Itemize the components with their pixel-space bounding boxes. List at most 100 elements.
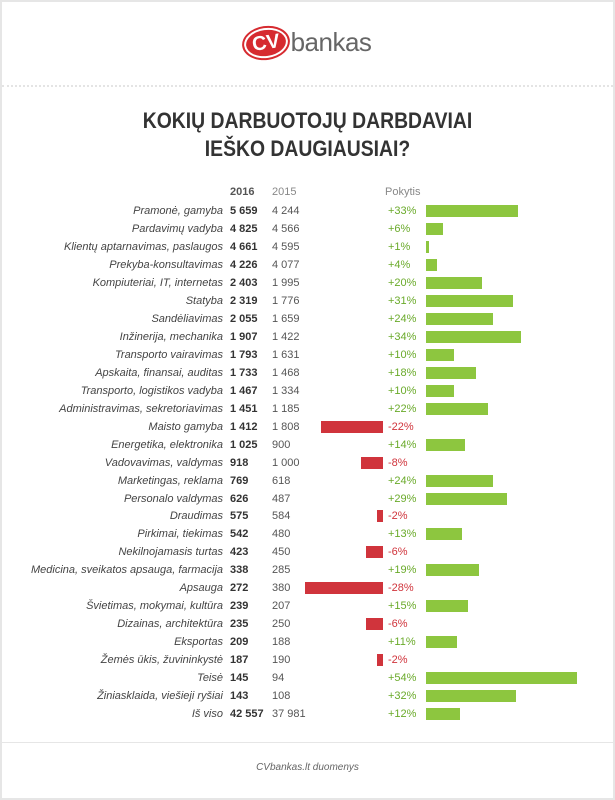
change-bar (321, 420, 383, 433)
change-label: +4% (388, 258, 411, 271)
table-row: Pardavimų vadyba 4 825 4 566 +6% (0, 220, 615, 238)
change-bar (426, 384, 454, 397)
change-label: -8% (388, 456, 408, 469)
row-label: Prekyba-konsultavimas (109, 258, 223, 271)
row-label: Statyba (185, 294, 223, 307)
table-row: Iš viso 42 557 37 981 +12% (0, 705, 615, 723)
value-2015: 250 (272, 618, 291, 631)
value-2016: 575 (230, 510, 249, 523)
table-row: Kompiuteriai, IT, internetas 2 403 1 995… (0, 274, 615, 292)
change-bar (426, 366, 477, 379)
value-2015: 1 631 (272, 348, 300, 361)
change-label: +6% (388, 222, 411, 235)
value-2015: 1 422 (272, 330, 300, 343)
change-label: +1% (388, 240, 411, 253)
row-label: Švietimas, mokymai, kultūra (86, 600, 223, 613)
value-2016: 1 025 (230, 438, 258, 451)
change-bar (426, 564, 480, 577)
table-row: Klientų aptarnavimas, paslaugos 4 661 4 … (0, 238, 615, 256)
value-2015: 1 468 (272, 366, 300, 379)
row-label: Maisto gamyba (148, 420, 223, 433)
change-label: +18% (388, 366, 417, 379)
change-bar (366, 546, 383, 559)
value-2016: 209 (230, 636, 249, 649)
change-bar (360, 456, 383, 469)
page-title: KOKIŲ DARBUOTOJŲ DARBDAVIAI IEŠKO DAUGIA… (37, 107, 578, 163)
value-2016: 4 825 (230, 222, 258, 235)
change-label: +29% (388, 492, 417, 505)
row-label: Apskaita, finansai, auditas (95, 366, 223, 379)
row-label: Pramonė, gamyba (133, 205, 223, 217)
value-2015: 1 808 (272, 420, 300, 433)
value-2016: 1 451 (230, 402, 258, 415)
row-label: Marketingas, reklama (117, 474, 223, 487)
value-2016: 4 661 (230, 240, 258, 253)
change-label: +15% (388, 600, 417, 613)
row-label: Transporto vairavimas (115, 348, 223, 361)
table-row: Nekilnojamasis turtas 423 450 -6% (0, 543, 615, 561)
change-label: +10% (388, 348, 417, 361)
table-row: Vadovavimas, valdymas 918 1 000 -8% (0, 454, 615, 472)
value-2016: 626 (230, 492, 249, 505)
change-label: +24% (388, 312, 417, 325)
change-label: +54% (388, 672, 417, 685)
row-label: Vadovavimas, valdymas (104, 456, 223, 469)
table-row: Personalo valdymas 626 487 +29% (0, 490, 615, 508)
table-row: Statyba 2 319 1 776 +31% (0, 292, 615, 310)
value-2015: 900 (272, 438, 291, 451)
change-bar (426, 312, 494, 325)
table-row: Pramonė, gamyba 5 659 4 244 +33% (0, 202, 615, 220)
value-2015: 584 (272, 510, 291, 523)
change-bar (426, 672, 578, 685)
value-2015: 1 776 (272, 294, 300, 307)
value-2016: 918 (230, 456, 249, 469)
table-row: Inžinerija, mechanika 1 907 1 422 +34% (0, 328, 615, 346)
row-label: Pirkimai, tiekimas (137, 528, 223, 541)
change-label: +12% (388, 708, 417, 721)
change-label: -22% (388, 420, 414, 433)
value-2015: 380 (272, 582, 291, 595)
change-label: +19% (388, 564, 417, 577)
change-bar (426, 690, 516, 703)
change-bar (426, 294, 513, 307)
row-label: Draudimas (169, 510, 223, 523)
change-label: -6% (388, 546, 408, 559)
table-row: Prekyba-konsultavimas 4 226 4 077 +4% (0, 256, 615, 274)
col-header-change: Pokytis (385, 186, 421, 198)
row-label: Žiniasklaida, viešieji ryšiai (97, 690, 223, 703)
row-label: Medicina, sveikatos apsauga, farmacija (31, 564, 223, 577)
change-label: +32% (388, 690, 417, 703)
value-2015: 94 (272, 672, 285, 685)
change-bar (426, 205, 519, 217)
row-label: Apsauga (179, 582, 223, 595)
change-bar (426, 708, 460, 721)
table-row: Transporto, logistikos vadyba 1 467 1 33… (0, 382, 615, 400)
change-label: +31% (388, 294, 417, 307)
table-row: Švietimas, mokymai, kultūra 239 207 +15% (0, 597, 615, 615)
table-row: Administravimas, sekretoriavimas 1 451 1… (0, 400, 615, 418)
change-label: +14% (388, 438, 417, 451)
table-row: Žiniasklaida, viešieji ryšiai 143 108 +3… (0, 687, 615, 705)
footer-divider (2, 742, 613, 743)
row-label: Žemės ūkis, žuvininkystė (100, 654, 223, 667)
value-2016: 4 226 (230, 258, 258, 271)
value-2016: 239 (230, 600, 249, 613)
title-line-2: IEŠKO DAUGIAUSIAI? (204, 136, 411, 161)
change-bar (377, 654, 383, 667)
change-bar (426, 258, 438, 271)
table-row: Pirkimai, tiekimas 542 480 +13% (0, 525, 615, 543)
value-2015: 487 (272, 492, 291, 505)
change-bar (426, 438, 466, 451)
value-2015: 4 566 (272, 222, 300, 235)
row-label: Energetika, elektronika (111, 438, 223, 451)
value-2015: 450 (272, 546, 291, 559)
table-row: Žemės ūkis, žuvininkystė 187 190 -2% (0, 651, 615, 669)
row-label: Administravimas, sekretoriavimas (59, 402, 223, 415)
row-label: Kompiuteriai, IT, internetas (92, 276, 223, 289)
change-label: +11% (388, 636, 416, 649)
value-2015: 4 595 (272, 240, 300, 253)
change-bar (304, 582, 383, 595)
value-2016: 235 (230, 618, 249, 631)
change-label: -2% (388, 654, 408, 667)
